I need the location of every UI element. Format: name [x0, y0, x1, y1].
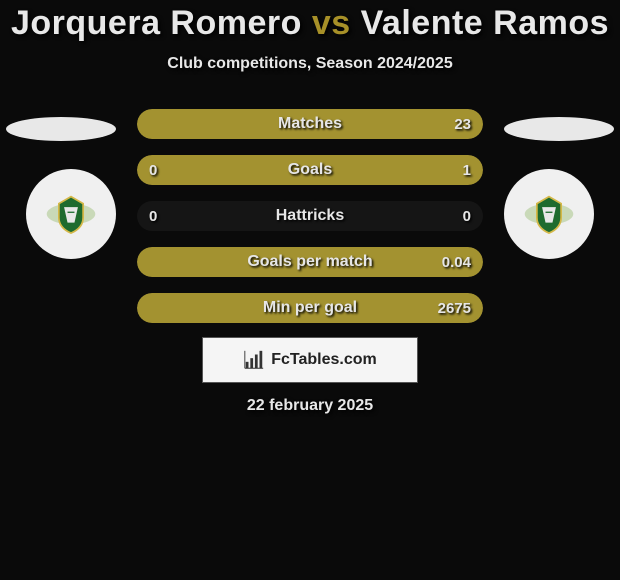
vs-text: vs	[312, 4, 351, 42]
stat-value-right: 2675	[438, 300, 471, 317]
crest-icon	[523, 188, 575, 240]
stat-label: Hattricks	[137, 207, 483, 225]
page-title: Jorquera Romero vs Valente Ramos	[0, 4, 620, 43]
player2-name: Valente Ramos	[361, 4, 609, 42]
stat-row: Goals per match0.04	[137, 247, 483, 277]
player1-oval	[6, 117, 116, 141]
player1-name: Jorquera Romero	[11, 4, 302, 42]
stat-row: Min per goal2675	[137, 293, 483, 323]
stat-row: Matches23	[137, 109, 483, 139]
stat-label: Goals per match	[137, 253, 483, 271]
date-text: 22 february 2025	[0, 397, 620, 415]
brand-text: FcTables.com	[271, 351, 377, 369]
stat-value-right: 0	[463, 208, 471, 225]
chart-icon	[243, 349, 265, 371]
stat-label: Matches	[137, 115, 483, 133]
stat-rows: Matches230Goals10Hattricks0Goals per mat…	[137, 109, 483, 323]
subtitle: Club competitions, Season 2024/2025	[0, 55, 620, 73]
comparison-card: Jorquera Romero vs Valente Ramos Club co…	[0, 0, 620, 415]
stat-value-right: 23	[454, 116, 471, 133]
stat-label: Goals	[137, 161, 483, 179]
stat-row: 0Goals1	[137, 155, 483, 185]
stat-label: Min per goal	[137, 299, 483, 317]
stat-value-right: 0.04	[442, 254, 471, 271]
player2-crest-badge	[504, 169, 594, 259]
player1-crest-badge	[26, 169, 116, 259]
brand-box[interactable]: FcTables.com	[202, 337, 418, 383]
player2-oval	[504, 117, 614, 141]
stat-value-right: 1	[463, 162, 471, 179]
stat-row: 0Hattricks0	[137, 201, 483, 231]
stats-stage: Matches230Goals10Hattricks0Goals per mat…	[0, 109, 620, 329]
crest-icon	[45, 188, 97, 240]
